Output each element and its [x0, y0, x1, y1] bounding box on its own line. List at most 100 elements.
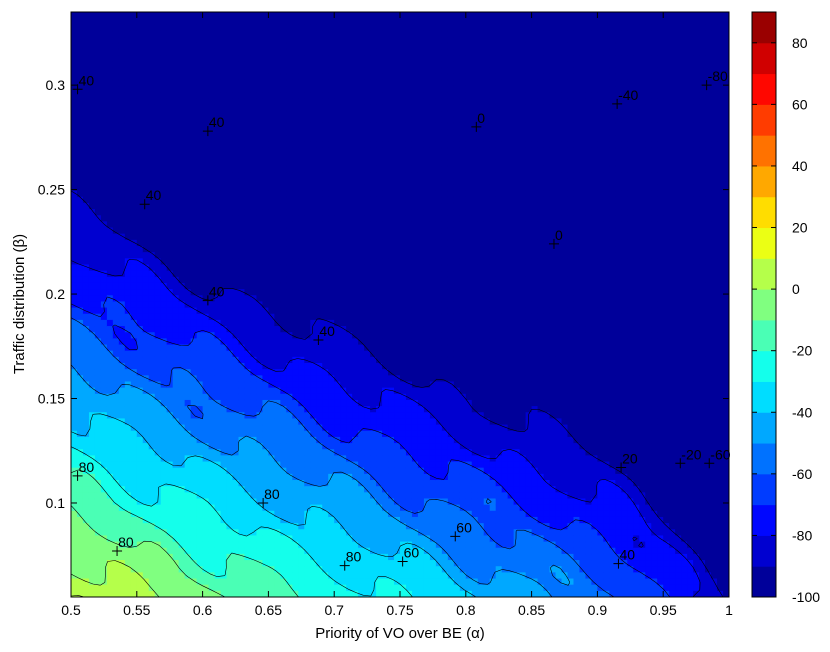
heatmap-cell [310, 104, 317, 112]
heatmap-cell [328, 461, 335, 469]
heatmap-cell [226, 141, 234, 149]
heatmap-cell [316, 258, 323, 266]
heatmap-cell [340, 110, 347, 118]
heatmap-cell [226, 375, 234, 383]
heatmap-cell [178, 122, 186, 130]
heatmap-cell [310, 560, 317, 567]
heatmap-cell [280, 73, 287, 81]
heatmap-cell [82, 233, 90, 241]
heatmap-cell [292, 313, 299, 321]
heatmap-cell [124, 480, 132, 487]
heatmap-cell [280, 129, 287, 136]
heatmap-cell [310, 209, 317, 216]
heatmap-cell [220, 486, 228, 493]
heatmap-cell [364, 122, 371, 130]
heatmap-cell [322, 135, 329, 142]
heatmap-cell [334, 572, 341, 580]
heatmap-cell [310, 430, 317, 438]
heatmap-cell [352, 129, 359, 136]
heatmap-cell [334, 560, 341, 567]
heatmap-cell [88, 467, 96, 475]
heatmap-cell [382, 264, 389, 272]
heatmap-cell [364, 332, 371, 339]
heatmap-cell [208, 449, 216, 456]
heatmap-cell [340, 153, 347, 161]
heatmap-cell [190, 252, 198, 259]
heatmap-cell [142, 153, 150, 161]
heatmap-cell [148, 326, 156, 333]
heatmap-cell [154, 504, 162, 512]
heatmap-cell [262, 430, 269, 438]
heatmap-cell [322, 122, 329, 130]
heatmap-cell [100, 209, 108, 216]
heatmap-cell [328, 356, 335, 364]
heatmap-cell [148, 215, 156, 222]
heatmap-cell [358, 295, 365, 303]
heatmap-cell [286, 560, 293, 567]
heatmap-cell [208, 443, 216, 450]
heatmap-cell [340, 406, 347, 413]
heatmap-cell [148, 399, 156, 407]
heatmap-cell [280, 104, 287, 112]
heatmap-cell [82, 584, 90, 592]
heatmap-cell [148, 221, 156, 229]
heatmap-cell [268, 436, 275, 444]
heatmap-cell [148, 295, 156, 303]
heatmap-cell [142, 332, 150, 339]
heatmap-cell [112, 141, 120, 149]
heatmap-cell [148, 480, 156, 487]
heatmap-cell [256, 165, 264, 173]
heatmap-cell [166, 319, 174, 327]
heatmap-cell [268, 356, 275, 364]
heatmap-cell [124, 523, 132, 530]
heatmap-cell [154, 141, 162, 149]
heatmap-cell [382, 233, 389, 241]
heatmap-cell [178, 572, 186, 580]
heatmap-cell [196, 510, 204, 518]
heatmap-cell [370, 375, 377, 383]
heatmap-cell [196, 110, 204, 118]
heatmap-cell [298, 369, 305, 376]
heatmap-cell [76, 289, 84, 296]
heatmap-cell [328, 541, 335, 549]
heatmap-cell [142, 566, 150, 573]
heatmap-cell [304, 12, 311, 19]
heatmap-cell [76, 104, 84, 112]
heatmap-cell [280, 498, 287, 506]
heatmap-cell [322, 209, 329, 216]
heatmap-cell [328, 480, 335, 487]
heatmap-cell [352, 165, 359, 173]
heatmap-cell [172, 246, 180, 253]
heatmap-cell [352, 301, 359, 309]
heatmap-cell [244, 387, 252, 395]
heatmap-cell [148, 510, 156, 518]
heatmap-cell [304, 221, 311, 229]
heatmap-cell [292, 350, 299, 358]
heatmap-cell [136, 282, 144, 290]
heatmap-cell [292, 572, 299, 580]
heatmap-cell [226, 541, 234, 549]
heatmap-cell [280, 467, 287, 475]
heatmap-cell [76, 424, 84, 432]
heatmap-cell [208, 375, 216, 383]
heatmap-cell [112, 307, 120, 315]
heatmap-cell [112, 363, 120, 370]
heatmap-cell [172, 436, 180, 444]
heatmap-cell [208, 516, 216, 524]
heatmap-cell [304, 61, 311, 69]
heatmap-cell [100, 239, 108, 247]
heatmap-cell [310, 12, 317, 19]
heatmap-cell [298, 55, 305, 62]
heatmap-cell [148, 246, 156, 253]
heatmap-cell [220, 547, 228, 555]
heatmap-cell [244, 12, 252, 19]
heatmap-cell [370, 24, 377, 32]
heatmap-cell [376, 221, 383, 229]
heatmap-cell [310, 461, 317, 469]
heatmap-cell [71, 12, 78, 19]
heatmap-cell [358, 449, 365, 456]
heatmap-cell [250, 30, 258, 38]
heatmap-cell [130, 30, 138, 38]
heatmap-cell [358, 110, 365, 118]
heatmap-cell [226, 196, 234, 204]
